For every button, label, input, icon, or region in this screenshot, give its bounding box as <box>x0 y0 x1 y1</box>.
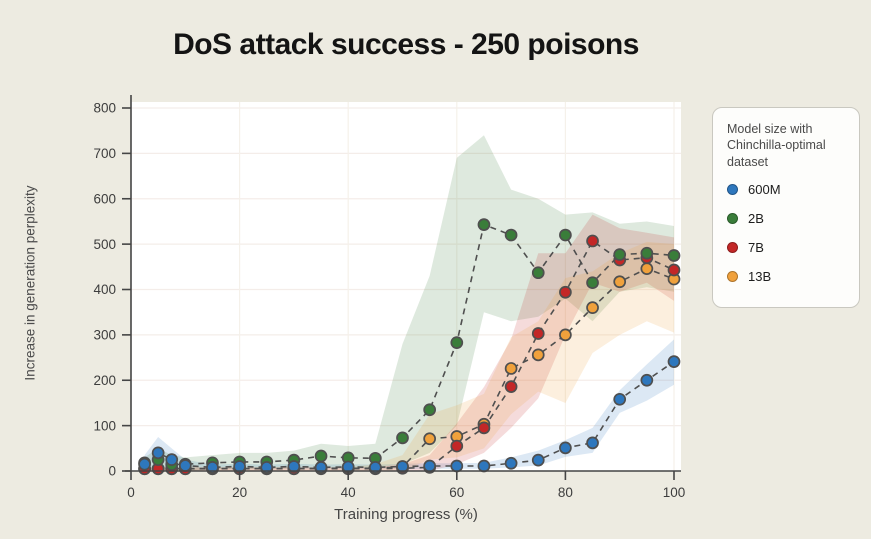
point-2b-35 <box>314 449 328 463</box>
point-600m-80 <box>559 441 572 455</box>
legend-swatch-7b <box>727 241 738 253</box>
series-line-2b <box>144 223 675 466</box>
x-tick-0: 0 <box>127 485 135 500</box>
y-tick-500: 500 <box>93 237 116 252</box>
band-2b <box>144 135 674 471</box>
legend-item-2b: 2B <box>727 211 845 226</box>
series-line-600m <box>144 360 675 469</box>
point-2b-70 <box>504 228 518 242</box>
point-2b-85 <box>586 276 599 290</box>
x-tick-60: 60 <box>449 485 464 500</box>
legend-swatch-2b <box>727 212 738 224</box>
point-600m-65 <box>477 459 491 473</box>
series-line-7b <box>144 239 675 470</box>
series-line-13b <box>144 267 675 470</box>
legend-swatch-600m <box>727 183 738 195</box>
legend-label: 13B <box>748 268 772 284</box>
point-2b-60 <box>450 336 464 349</box>
point-2b-75 <box>531 266 545 280</box>
legend-item-list: 600M 2B 7B 13B <box>727 182 845 284</box>
point-600m-15 <box>206 461 219 474</box>
point-2b-65 <box>477 218 491 231</box>
x-tick-80: 80 <box>558 485 573 500</box>
point-600m-2.5 <box>138 457 151 471</box>
point-600m-85 <box>586 436 599 450</box>
point-13b-80 <box>559 328 572 342</box>
y-tick-700: 700 <box>93 146 116 161</box>
legend-title: Model size with Chinchilla-optimal datas… <box>727 122 826 169</box>
x-tick-40: 40 <box>341 485 356 500</box>
legend-label: 7B <box>748 239 764 255</box>
point-600m-7.5 <box>165 453 179 467</box>
point-7b-70 <box>504 380 518 393</box>
x-tick-20: 20 <box>232 485 247 500</box>
legend-item-13b: 13B <box>727 269 845 284</box>
legend-item-7b: 7B <box>727 240 845 255</box>
y-tick-0: 0 <box>108 464 116 479</box>
point-13b-85 <box>586 301 599 314</box>
point-13b-70 <box>504 362 518 375</box>
y-tick-200: 200 <box>93 373 116 388</box>
tick-labels: 0 100 200 300 400 500 600 700 800 0 20 40 60 80 100 <box>93 101 685 500</box>
y-tick-600: 600 <box>93 191 116 206</box>
legend: Model size with Chinchilla-optimal datas… <box>712 107 860 308</box>
series-600m <box>138 355 681 474</box>
point-2b-80 <box>559 228 572 242</box>
point-600m-70 <box>504 456 518 470</box>
legend-item-600m: 600M <box>727 182 845 197</box>
point-600m-60 <box>450 459 464 473</box>
legend-label: 2B <box>748 210 764 226</box>
legend-swatch-13b <box>727 270 738 282</box>
point-7b-75 <box>531 327 545 340</box>
y-tick-100: 100 <box>93 418 116 433</box>
point-600m-45 <box>369 461 382 474</box>
point-13b-95 <box>640 262 654 275</box>
band-7b <box>144 214 674 471</box>
point-600m-95 <box>640 373 654 387</box>
x-tick-100: 100 <box>663 485 686 500</box>
point-7b-80 <box>559 285 572 299</box>
point-600m-35 <box>314 461 328 474</box>
point-2b-90 <box>613 248 627 261</box>
point-600m-5 <box>151 446 165 460</box>
point-7b-100 <box>667 263 681 277</box>
point-600m-100 <box>667 355 681 368</box>
point-600m-90 <box>613 392 627 406</box>
point-600m-50 <box>396 460 409 473</box>
point-600m-55 <box>423 459 436 473</box>
y-tick-300: 300 <box>93 328 116 343</box>
point-2b-100 <box>667 249 681 262</box>
y-tick-400: 400 <box>93 282 116 297</box>
point-2b-50 <box>396 431 409 445</box>
point-7b-60 <box>450 439 464 453</box>
point-13b-75 <box>531 348 545 362</box>
point-2b-55 <box>423 403 436 417</box>
point-600m-25 <box>260 461 274 474</box>
point-7b-85 <box>586 234 599 248</box>
y-tick-800: 800 <box>93 101 116 116</box>
point-13b-90 <box>613 275 627 289</box>
point-2b-95 <box>640 246 654 260</box>
point-600m-10 <box>178 459 192 472</box>
point-13b-55 <box>423 432 436 446</box>
page-title: DoS attack success - 250 poisons <box>173 28 639 62</box>
point-600m-30 <box>287 460 301 473</box>
axes <box>122 95 681 480</box>
legend-label: 600M <box>748 181 781 197</box>
point-7b-65 <box>477 421 491 435</box>
point-600m-75 <box>531 453 545 467</box>
x-axis-label: Training progress (%) <box>334 506 478 523</box>
